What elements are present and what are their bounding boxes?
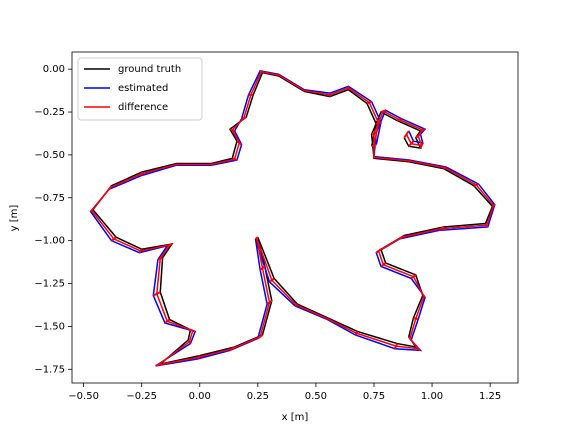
y-tick-label: −0.75 [34, 193, 65, 204]
difference-line [90, 70, 495, 366]
x-tick-label: −0.25 [126, 391, 157, 402]
y-tick-label: −1.25 [34, 279, 65, 290]
x-tick-label: −0.50 [68, 391, 99, 402]
x-tick-label: 0.25 [247, 391, 269, 402]
y-tick-label: −0.50 [34, 150, 65, 161]
y-tick-label: −0.25 [34, 107, 65, 118]
x-axis-label: x [m] [282, 412, 309, 423]
x-tick-label: 0.50 [305, 391, 327, 402]
x-tick-label: 0.00 [189, 391, 211, 402]
y-tick-label: 0.00 [43, 64, 65, 75]
plot-frame [71, 51, 519, 384]
legend-label: difference [118, 102, 168, 113]
y-tick-label: −1.00 [34, 236, 65, 247]
y-axis-label: y [m] [9, 205, 20, 232]
legend-label: ground truth [118, 64, 181, 75]
x-tick-label: 1.25 [479, 391, 501, 402]
y-tick-label: −1.50 [34, 321, 65, 332]
legend-label: estimated [118, 83, 168, 94]
y-tick-label: −1.75 [34, 364, 65, 375]
x-tick-label: 0.75 [363, 391, 385, 402]
legend-box [77, 57, 203, 121]
x-tick-label: 1.00 [421, 391, 443, 402]
